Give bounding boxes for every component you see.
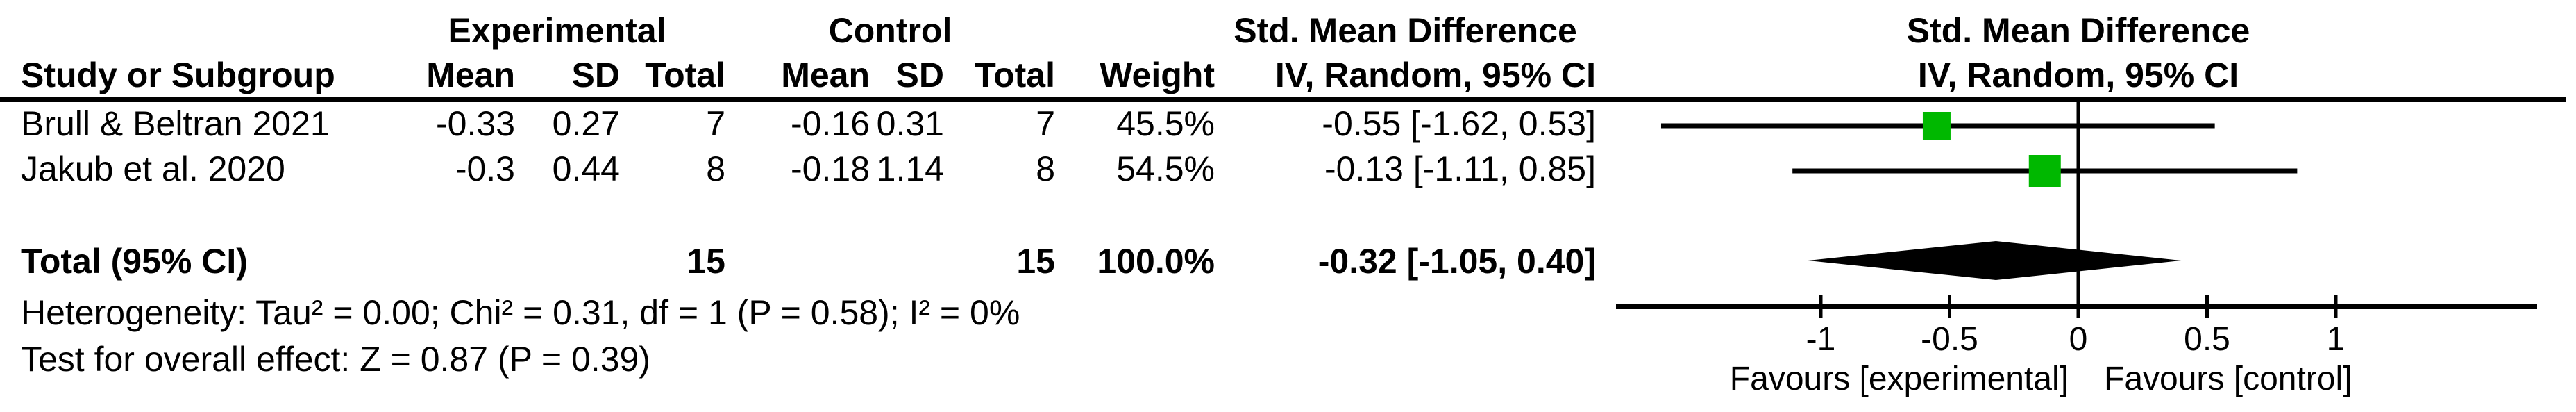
- total-exp-total: 15: [687, 242, 725, 281]
- study-row: Jakub et al. 2020 -0.3 0.44 8 -0.18 1.14…: [0, 151, 1596, 187]
- ctrl-mean-value: -0.16: [791, 104, 870, 143]
- ci-text-value: -0.13 [-1.11, 0.85]: [1324, 149, 1596, 188]
- exp-total-value: 7: [706, 104, 725, 143]
- total-ci-text: -0.32 [-1.05, 0.40]: [1318, 242, 1596, 281]
- ctrl-mean-column-header: Mean: [781, 56, 870, 94]
- tick-label: -0.5: [1921, 321, 1978, 358]
- experimental-group-header: Experimental: [448, 11, 666, 50]
- study-name: Jakub et al. 2020: [21, 149, 285, 188]
- control-group-header: Control: [828, 11, 952, 50]
- overall-effect-line: Test for overall effect: Z = 0.87 (P = 0…: [21, 340, 650, 379]
- study-name: Brull & Beltran 2021: [21, 104, 330, 143]
- plot-header-line1: Std. Mean Difference: [1906, 11, 2250, 50]
- exp-mean-column-header: Mean: [426, 56, 515, 94]
- forest-plot-svg: -1 -0.5 0 0.5 1 Favours [experimental] Favours…: [1616, 102, 2537, 397]
- exp-sd-value: 0.27: [552, 104, 620, 143]
- weight-column-header: Weight: [1100, 56, 1215, 94]
- exp-mean-value: -0.33: [436, 104, 515, 143]
- total-diamond: [1808, 241, 2182, 280]
- exp-total-column-header: Total: [645, 56, 725, 94]
- ctrl-total-value: 8: [1036, 149, 1055, 188]
- favours-experimental-label: Favours [experimental]: [1730, 361, 2069, 397]
- smd-column-group-header: Std. Mean Difference: [1234, 11, 1577, 50]
- plot-header-line2: IV, Random, 95% CI: [1917, 56, 2239, 94]
- study-weight-marker: [2028, 155, 2061, 187]
- favours-control-label: Favours [control]: [2104, 361, 2352, 397]
- header-separator: [0, 97, 2566, 102]
- tick-label: 1: [2327, 321, 2346, 358]
- ctrl-total-value: 7: [1036, 104, 1055, 143]
- weight-value: 54.5%: [1116, 149, 1215, 188]
- ctrl-sd-value: 1.14: [876, 149, 944, 188]
- ci-column-header: IV, Random, 95% CI: [1274, 56, 1596, 94]
- total-label: Total (95% CI): [21, 242, 248, 281]
- total-row: Total (95% CI) 15 15 100.0% -0.32 [-1.05…: [0, 243, 1596, 279]
- total-ctrl-total: 15: [1016, 242, 1055, 281]
- ctrl-sd-column-header: SD: [895, 56, 944, 94]
- study-column-header: Study or Subgroup: [21, 56, 335, 94]
- tick-label: -1: [1806, 321, 1836, 358]
- exp-mean-value: -0.3: [455, 149, 515, 188]
- ctrl-mean-value: -0.18: [791, 149, 870, 188]
- tick-label: 0: [2069, 321, 2088, 358]
- ctrl-sd-value: 0.31: [876, 104, 944, 143]
- tick-label: 0.5: [2184, 321, 2230, 358]
- ctrl-total-column-header: Total: [975, 56, 1055, 94]
- study-weight-marker: [1922, 112, 1951, 140]
- weight-value: 45.5%: [1116, 104, 1215, 143]
- exp-sd-value: 0.44: [552, 149, 620, 188]
- column-header-row: Study or Subgroup Mean SD Total Mean SD …: [0, 57, 1596, 93]
- exp-sd-column-header: SD: [571, 56, 620, 94]
- total-weight: 100.0%: [1097, 242, 1215, 281]
- heterogeneity-line: Heterogeneity: Tau² = 0.00; Chi² = 0.31,…: [21, 293, 1020, 332]
- study-row: Brull & Beltran 2021 -0.33 0.27 7 -0.16 …: [0, 106, 1596, 142]
- exp-total-value: 8: [706, 149, 725, 188]
- ci-text-value: -0.55 [-1.62, 0.53]: [1322, 104, 1596, 143]
